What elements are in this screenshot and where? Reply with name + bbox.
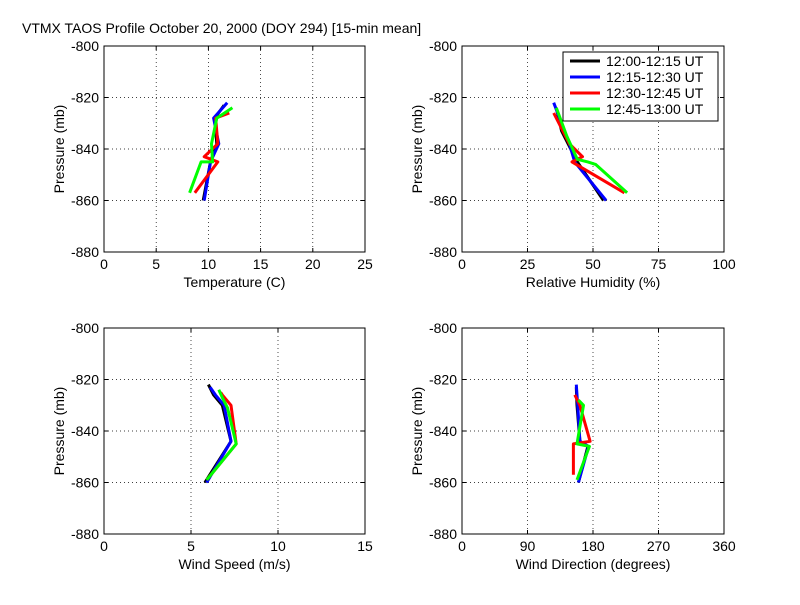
- x-tick-label: 5: [152, 256, 160, 272]
- series-line-1245: [575, 399, 591, 481]
- x-tick-label: 180: [581, 538, 605, 554]
- plot-frame: [103, 45, 366, 253]
- series-line-1245: [188, 106, 234, 194]
- x-axis-label: Relative Humidity (%): [526, 274, 661, 290]
- legend-label: 12:15-12:30 UT: [606, 69, 704, 85]
- x-tick-label: 25: [520, 256, 536, 272]
- x-tick-label: 20: [305, 256, 321, 272]
- y-tick-label: -840: [71, 423, 99, 439]
- y-tick-label: -880: [71, 526, 99, 542]
- x-tick-label: 10: [201, 256, 217, 272]
- plot-frame: [461, 327, 725, 535]
- y-tick-label: -880: [429, 526, 457, 542]
- x-tick-label: 15: [253, 256, 269, 272]
- y-tick-label: -840: [429, 423, 457, 439]
- y-axis-label: Pressure (mb): [409, 387, 425, 476]
- x-tick-label: 100: [712, 256, 736, 272]
- y-tick-label: -820: [429, 372, 457, 388]
- x-tick-label: 0: [458, 256, 466, 272]
- y-tick-label: -860: [71, 193, 99, 209]
- x-tick-label: 0: [458, 538, 466, 554]
- y-tick-label: -820: [71, 90, 99, 106]
- x-tick-label: 50: [585, 256, 601, 272]
- y-tick-label: -860: [71, 475, 99, 491]
- x-tick-label: 15: [357, 538, 373, 554]
- series-line-1245: [554, 107, 629, 194]
- y-tick-label: -880: [429, 244, 457, 260]
- y-tick-label: -880: [71, 244, 99, 260]
- axes-4: 0 90 180 270 360 -800 -820 -840 -860 -880 Wind Dir…: [409, 320, 736, 572]
- x-tick-label: 90: [520, 538, 536, 554]
- x-tick-label: 25: [357, 256, 373, 272]
- series-line-1245: [205, 389, 238, 481]
- x-tick-label: 270: [647, 538, 671, 554]
- x-tick-label: 10: [270, 538, 286, 554]
- axes-3: 0 5 10 15 -800 -820 -840 -860 -880 Wind Speed (m/…: [51, 320, 373, 572]
- y-tick-label: -800: [71, 38, 99, 54]
- y-tick-label: -800: [429, 320, 457, 336]
- y-tick-label: -800: [71, 320, 99, 336]
- y-axis-label: Pressure (mb): [51, 105, 67, 194]
- y-tick-label: -820: [71, 372, 99, 388]
- y-tick-label: -820: [429, 90, 457, 106]
- x-tick-label: 5: [187, 538, 195, 554]
- x-tick-label: 75: [651, 256, 667, 272]
- y-tick-label: -860: [429, 193, 457, 209]
- y-tick-label: -800: [429, 38, 457, 54]
- series-line-1215: [205, 386, 233, 484]
- legend-label: 12:45-13:00 UT: [606, 101, 704, 117]
- y-axis-label: Pressure (mb): [409, 105, 425, 194]
- x-tick-label: 0: [100, 256, 108, 272]
- legend-label: 12:30-12:45 UT: [606, 85, 704, 101]
- y-tick-label: -860: [429, 475, 457, 491]
- x-tick-label: 360: [712, 538, 736, 554]
- x-axis-label: Wind Speed (m/s): [178, 556, 290, 572]
- y-tick-label: -840: [71, 141, 99, 157]
- y-axis-label: Pressure (mb): [51, 387, 67, 476]
- x-tick-label: 0: [100, 538, 108, 554]
- y-tick-label: -840: [429, 141, 457, 157]
- legend-label: 12:00-12:15 UT: [606, 53, 704, 69]
- x-axis-label: Temperature (C): [184, 274, 286, 290]
- series-line-1230: [552, 112, 626, 195]
- axes-2: 0 25 50 75 100 -800 -820 -840 -860 -880 Relative H…: [409, 38, 736, 290]
- figure-title: VTMX TAOS Profile October 20, 2000 (DOY …: [22, 20, 422, 36]
- x-axis-label: Wind Direction (degrees): [516, 556, 671, 572]
- axes-1: 0 5 10 15 20 25 -800 -820 -840 -860 -880 Temperatur…: [51, 38, 373, 290]
